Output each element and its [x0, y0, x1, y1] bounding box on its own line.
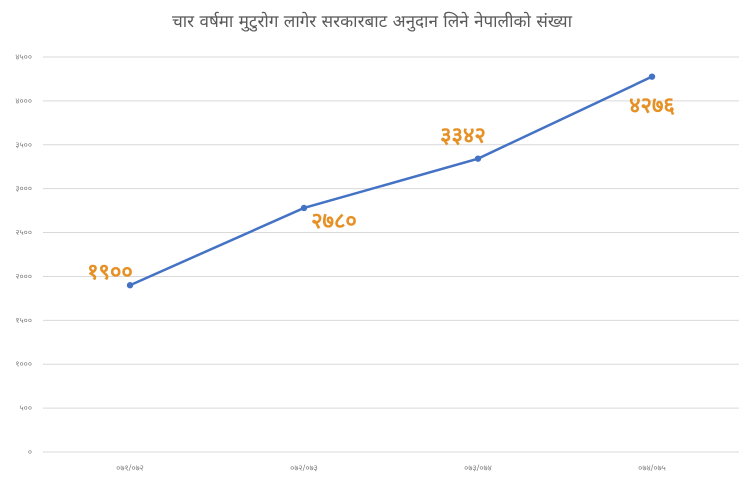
- x-tick-label: ०७२/०७३: [290, 464, 318, 473]
- x-tick-label: ०७३/०७४: [464, 464, 492, 473]
- marker: [648, 73, 656, 80]
- x-tick-label: ०७४/०७५: [638, 464, 666, 473]
- data-label: ४२७६: [629, 94, 675, 119]
- y-tick-label: १५००: [15, 316, 32, 325]
- y-tick-label: ०: [28, 448, 32, 457]
- data-label: ३३४२: [440, 124, 486, 149]
- y-tick-label: ५००: [20, 404, 32, 413]
- data-label: २७८०: [311, 209, 357, 234]
- chart-title: चार वर्षमा मुटुरोग लागेर सरकारबाट अनुदान…: [172, 11, 573, 32]
- y-tick-label: ४५००: [15, 53, 32, 62]
- y-tick-label: २०००: [15, 272, 32, 281]
- x-tick-label: ०७१/०७२: [116, 464, 144, 473]
- y-tick-label: ३०००: [15, 184, 32, 193]
- data-label: १९००: [87, 260, 133, 285]
- y-tick-label: ४०००: [15, 96, 32, 105]
- y-tick-label: २५००: [15, 228, 32, 237]
- marker: [474, 155, 482, 162]
- y-tick-label: ३५००: [15, 140, 32, 149]
- marker: [126, 282, 134, 289]
- y-tick-label: १०००: [15, 360, 32, 369]
- marker: [300, 204, 308, 212]
- line: [129, 75, 653, 287]
